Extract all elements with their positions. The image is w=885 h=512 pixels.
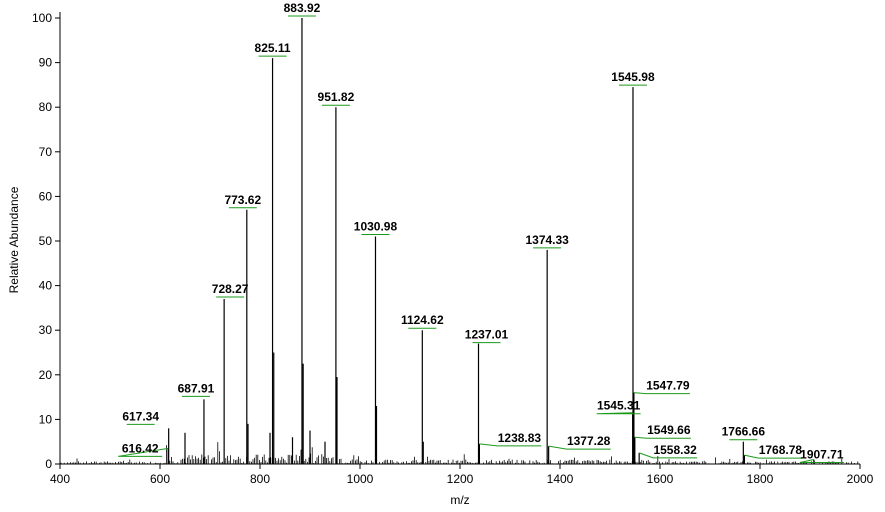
label-leader (479, 443, 542, 447)
label-leader (799, 459, 844, 464)
x-tick-label: 800 (250, 472, 270, 486)
y-tick-label: 100 (32, 11, 52, 25)
y-tick-label: 20 (39, 368, 53, 382)
label-leaders (118, 15, 844, 464)
y-tick-label: 40 (39, 279, 53, 293)
label-leader (633, 392, 690, 395)
x-tick-label: 1200 (447, 472, 474, 486)
y-tick-label: 70 (39, 145, 53, 159)
peak-label: 825.11 (255, 41, 291, 55)
y-tick-label: 0 (45, 457, 52, 471)
peak-label: 773.62 (224, 193, 261, 207)
peak-labels: 616.42 617.34 687.91 728.27 773.62 825.11 883.… (122, 1, 844, 462)
x-tick-label: 1800 (747, 472, 774, 486)
x-tick-label: 1000 (347, 472, 374, 486)
peak-label: 1545.98 (611, 70, 655, 84)
peak-label: 616.42 (122, 441, 159, 455)
y-tick-label: 60 (39, 189, 53, 203)
peak-label: 1558.32 (653, 443, 697, 457)
peak-label: 1549.66 (647, 423, 691, 437)
x-ticks: 400 600 800 1000 1200 1400 1600 1800 2000 (50, 464, 874, 486)
y-axis-title: Relative Abundance (7, 186, 21, 293)
peak-label: 1766.66 (722, 425, 766, 439)
peak-label: 1547.79 (646, 379, 690, 393)
peak-label: 617.34 (122, 409, 159, 423)
x-tick-label: 2000 (847, 472, 874, 486)
y-tick-label: 30 (39, 323, 53, 337)
peak-label: 1124.62 (401, 313, 444, 327)
peak-label: 1768.78 (759, 443, 803, 457)
peak-label: 1907.71 (800, 448, 844, 462)
y-tick-label: 80 (39, 100, 53, 114)
peak-label: 1237.01 (465, 328, 509, 342)
label-leader (744, 454, 803, 459)
axes (59, 12, 860, 465)
peak-label: 1545.31 (597, 399, 641, 413)
peak-label: 687.91 (178, 381, 215, 395)
label-leader (638, 452, 698, 459)
peak-label: 728.27 (212, 282, 249, 296)
y-tick-label: 10 (39, 412, 53, 426)
peak-label: 1377.28 (567, 434, 611, 448)
x-tick-label: 1600 (647, 472, 674, 486)
peak-series (167, 18, 815, 464)
x-tick-label: 400 (50, 472, 70, 486)
peak-label: 1030.98 (354, 220, 398, 234)
x-tick-label: 1400 (547, 472, 574, 486)
peak-label: 883.92 (284, 1, 321, 15)
x-axis-title: m/z (450, 493, 469, 507)
y-ticks: 0 10 20 30 40 50 60 70 80 90 100 (32, 11, 60, 471)
label-leader (548, 445, 611, 450)
baseline-noise (60, 442, 860, 464)
peak-label: 1238.83 (498, 431, 542, 445)
x-tick-label: 600 (150, 472, 170, 486)
label-leader (634, 436, 691, 439)
peak-label: 1374.33 (525, 233, 569, 247)
y-tick-label: 50 (39, 234, 53, 248)
label-leader (596, 412, 641, 415)
y-tick-label: 90 (39, 56, 53, 70)
noise-trace (60, 442, 860, 464)
label-leader (118, 447, 169, 457)
peak-label: 951.82 (318, 90, 355, 104)
